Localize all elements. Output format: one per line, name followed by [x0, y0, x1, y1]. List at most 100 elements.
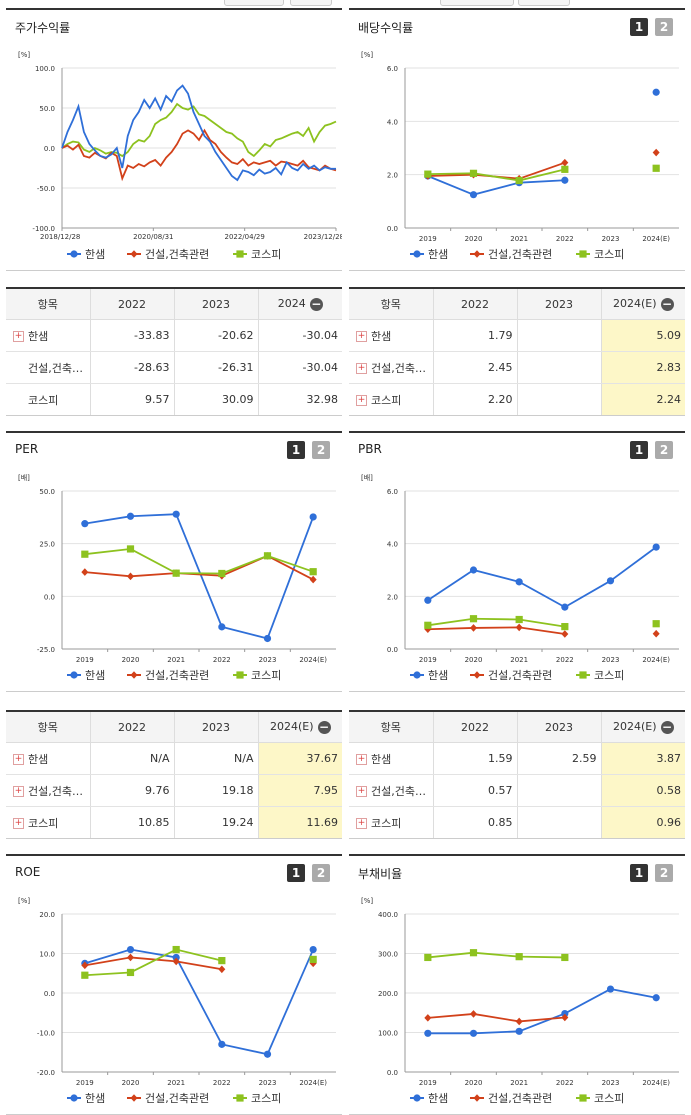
collapse-column-icon[interactable]: − — [660, 296, 674, 311]
panel-title: PBR — [358, 442, 382, 456]
column-header: 2023 — [516, 712, 601, 743]
series-line-construction — [427, 626, 565, 635]
y-tick-label: 0.0 — [44, 990, 55, 998]
table-cell: 1.79 — [432, 319, 517, 352]
column-header: 2024(E) − — [600, 712, 685, 743]
row-label: + 건설,건축관련 — [349, 351, 433, 384]
data-point-hanssem — [561, 603, 569, 611]
y-tick-label: 0.0 — [44, 593, 55, 601]
y-tick-label: -10.0 — [37, 1030, 55, 1038]
data-point-hanssem — [424, 1029, 432, 1037]
table-cell — [516, 319, 601, 352]
x-tick-label: 2024(E) — [299, 656, 327, 664]
column-header: 2023 — [516, 289, 601, 320]
top-tab-4[interactable] — [518, 0, 570, 6]
data-point-hanssem — [81, 520, 89, 528]
table-cell: 7.95 — [257, 774, 342, 807]
column-header: 2024− — [257, 289, 342, 320]
legend-marker-kospi — [236, 671, 244, 679]
data-point-construction — [515, 623, 523, 632]
table-row: + 건설,건축관련 0.57 0.58 — [349, 774, 685, 807]
x-tick-label: 2022 — [556, 1079, 574, 1087]
top-tab-1[interactable] — [224, 0, 284, 6]
y-tick-label: 400.0 — [378, 911, 398, 919]
data-point-hanssem — [606, 577, 615, 585]
expand-plus-icon[interactable]: + — [13, 818, 24, 829]
x-tick-label: 2024(E) — [642, 235, 670, 243]
table-cell: 11.69 — [257, 806, 342, 838]
data-point-construction — [127, 953, 134, 962]
top-tab-3[interactable] — [440, 0, 514, 6]
view-2-button[interactable]: 2 — [655, 441, 673, 459]
view-1-button[interactable]: 1 — [630, 18, 648, 36]
top-tab-2[interactable] — [290, 0, 332, 6]
collapse-column-icon[interactable]: − — [317, 719, 331, 734]
column-header: 2023 — [173, 289, 258, 320]
unit-label: [배] — [361, 473, 373, 482]
table-cell: 5.09 — [600, 319, 685, 352]
expand-plus-icon[interactable]: + — [13, 786, 24, 797]
chart-debt-ratio: [%] 400.0 300.0 200.0 100.0 0.0 2019 2020 2021 20… — [361, 897, 679, 1105]
expand-plus-icon[interactable]: + — [356, 331, 367, 342]
panel-debt: 부채비율 1 2 [%] 400.0 300.0 200.0 100.0 0.0 2019 2… — [349, 854, 685, 1115]
view-2-button[interactable]: 2 — [312, 441, 330, 459]
data-point-construction — [127, 572, 134, 581]
series-line-hanssem — [427, 988, 611, 1035]
data-point-hanssem — [469, 566, 478, 574]
expand-plus-icon[interactable]: + — [356, 818, 367, 829]
table-cell: 37.67 — [257, 742, 342, 775]
legend-label-hanssem: 한샘 — [85, 1092, 105, 1105]
view-1-button[interactable]: 1 — [287, 441, 305, 459]
view-1-button[interactable]: 1 — [287, 864, 305, 882]
table-cell: 32.98 — [257, 383, 342, 415]
legend-marker-kospi — [236, 250, 244, 258]
expand-plus-icon[interactable]: + — [356, 786, 367, 797]
data-point-hanssem — [309, 945, 317, 954]
legend-label-hanssem: 한샘 — [85, 669, 105, 682]
expand-plus-icon[interactable]: + — [356, 395, 367, 406]
view-2-button[interactable]: 2 — [655, 864, 673, 882]
data-point-kospi — [126, 968, 135, 977]
unit-label: [배] — [18, 473, 30, 482]
data-point-hanssem — [218, 623, 226, 631]
legend-label-construction: 건설,건축관련 — [145, 669, 209, 682]
view-2-button[interactable]: 2 — [312, 864, 330, 882]
data-point-hanssem — [469, 1029, 478, 1037]
table-cell: -33.83 — [89, 319, 174, 352]
legend-label-construction: 건설,건축관련 — [145, 1092, 209, 1105]
data-point-kospi — [309, 955, 317, 964]
x-tick-label: 2020 — [122, 656, 140, 664]
expand-plus-icon[interactable]: + — [356, 363, 367, 374]
expand-plus-icon[interactable]: + — [356, 754, 367, 765]
expand-plus-icon[interactable]: + — [13, 331, 24, 342]
chart-roe: [%] 20.0 10.0 0.0 -10.0 -20.0 2019 2020 2021 2022… — [18, 897, 336, 1105]
y-tick-label: 200.0 — [378, 990, 398, 998]
x-tick-label: 2020/08/31 — [133, 233, 173, 241]
unit-label: [%] — [361, 897, 373, 905]
x-tick-label: 2021 — [510, 235, 528, 243]
y-tick-label: 50.0 — [39, 488, 55, 496]
data-point-hanssem — [424, 596, 432, 604]
legend-marker-construction — [130, 250, 138, 258]
series-line-hanssem — [84, 948, 268, 1056]
view-1-button[interactable]: 1 — [630, 441, 648, 459]
row-label: 코스피 — [28, 393, 59, 407]
view-1-button[interactable]: 1 — [630, 864, 648, 882]
view-2-button[interactable]: 2 — [655, 18, 673, 36]
column-header: 2022 — [89, 712, 174, 743]
table-cell: 2.83 — [600, 351, 685, 384]
table-row: 건설,건축관련 -28.63 -26.31 -30.04 — [6, 351, 342, 384]
table-cell: -20.62 — [173, 319, 258, 352]
x-tick-label: 2020 — [465, 656, 483, 664]
y-tick-label: 100.0 — [378, 1030, 398, 1038]
y-tick-label: -20.0 — [37, 1069, 55, 1077]
chart-dividend-yield: [%] 6.0 4.0 2.0 0.0 2019 2020 2021 2022 2023 2024(… — [361, 51, 679, 261]
collapse-column-icon[interactable]: − — [660, 719, 674, 734]
table-cell — [516, 383, 601, 415]
collapse-column-icon[interactable]: − — [309, 296, 323, 311]
expand-plus-icon[interactable]: + — [13, 754, 24, 765]
y-tick-label: 2.0 — [387, 593, 398, 601]
table-cell: 9.57 — [89, 383, 174, 415]
table-cell: 0.57 — [432, 774, 517, 807]
